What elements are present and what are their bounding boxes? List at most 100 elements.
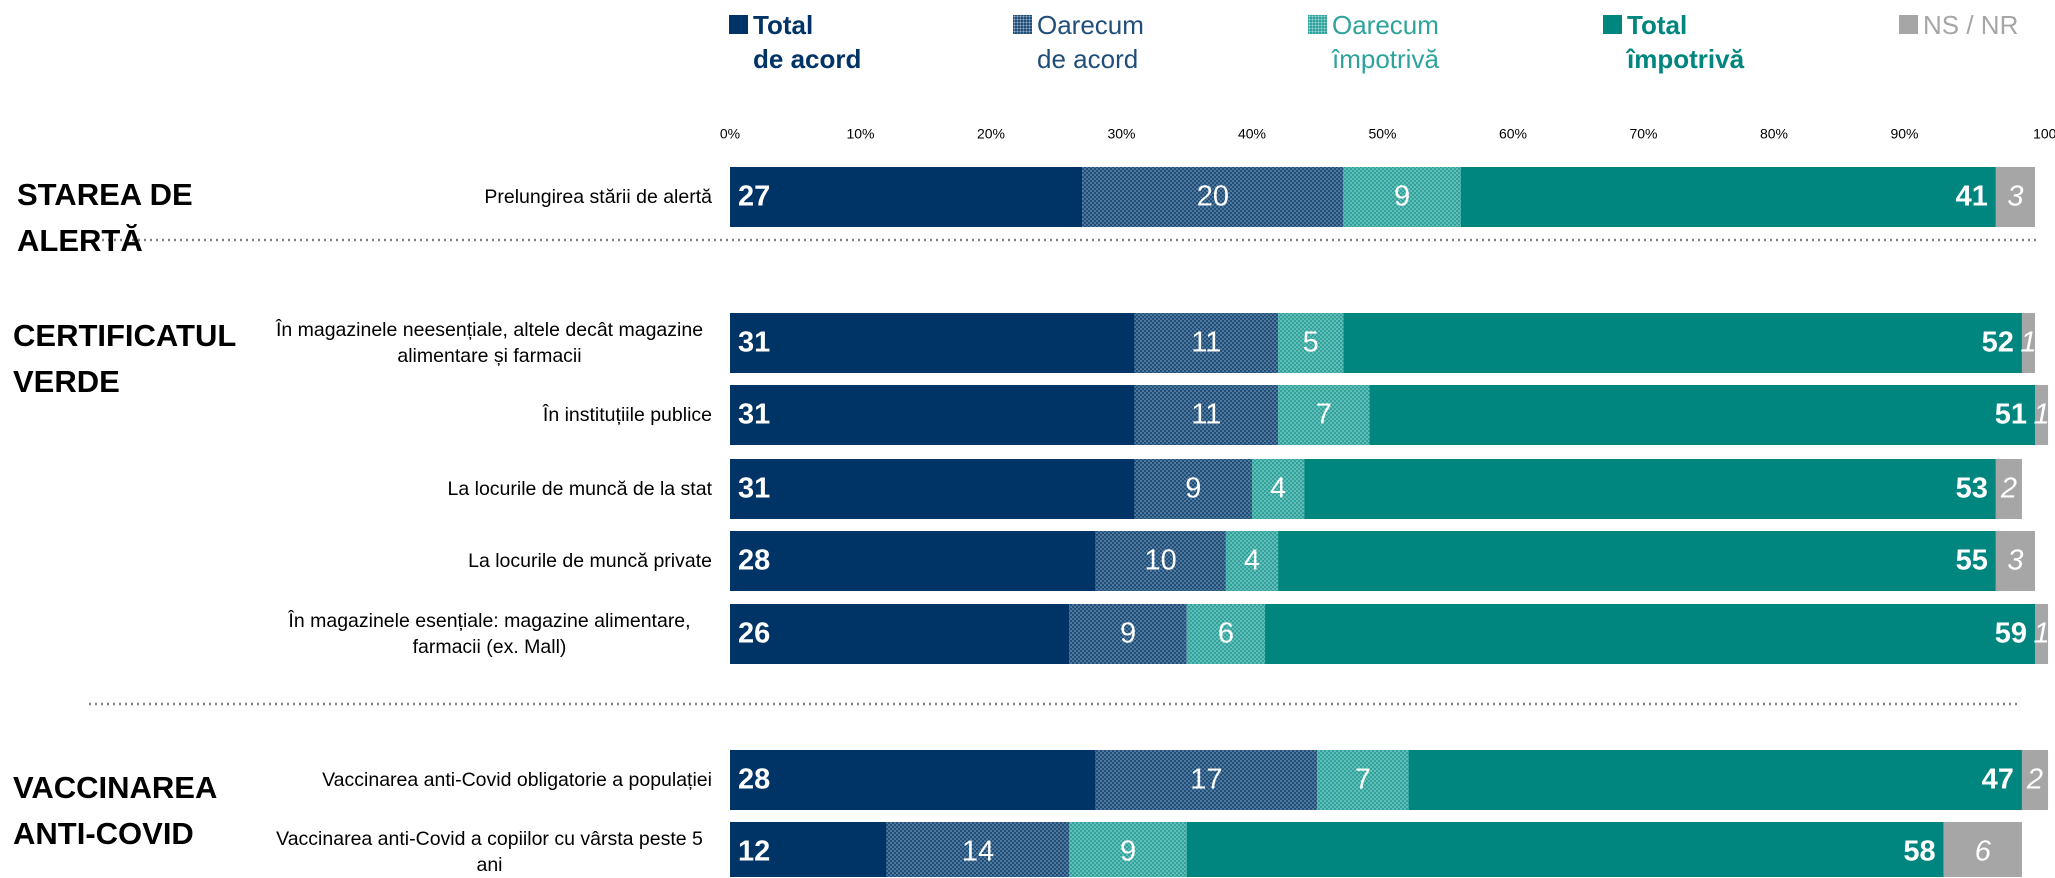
bar-segment — [1343, 167, 1461, 227]
data-label: 31 — [738, 327, 770, 359]
data-label: 11 — [1191, 327, 1221, 359]
legend-swatch — [1308, 15, 1327, 34]
legend-swatch — [729, 15, 748, 34]
data-label: 51 — [1995, 399, 2027, 431]
category-label: Vaccinarea anti-Covid a copiilor cu vârs… — [276, 828, 703, 876]
x-tick-label: 70% — [1629, 126, 1657, 142]
bar-segment — [1460, 167, 1996, 227]
bar-segment — [730, 313, 1135, 373]
x-tick-label: 100% — [2033, 126, 2055, 142]
legend-item: NS / NR — [1899, 8, 2018, 42]
group-label: STAREA DE ALERTĂ — [17, 177, 193, 258]
bar-segment — [2035, 385, 2049, 445]
data-label: 2 — [2026, 764, 2043, 796]
bar-segment — [1278, 531, 1996, 591]
legend-item: Total împotrivă — [1603, 8, 1745, 76]
category-label: La locurile de muncă de la stat — [447, 478, 713, 500]
legend-item: Oarecum împotrivă — [1308, 8, 1439, 76]
data-label: 6 — [1975, 836, 1992, 868]
bar-segment — [1186, 604, 1266, 664]
bar-segment — [730, 531, 1096, 591]
bar-segment — [1082, 167, 1344, 227]
bar-segment — [1134, 313, 1279, 373]
legend-label: Oarecum de acord — [1037, 10, 1144, 74]
legend-label: Oarecum împotrivă — [1332, 10, 1439, 74]
category-label: Prelungirea stării de alertă — [484, 186, 712, 208]
bar-segment — [1943, 822, 2022, 877]
bar-segment — [1069, 604, 1187, 664]
data-label: 6 — [1218, 618, 1234, 650]
data-label: 9 — [1394, 181, 1410, 213]
bar-segment — [1186, 822, 1944, 877]
data-label: 41 — [1956, 181, 1988, 213]
bar-segment — [2021, 750, 2049, 810]
data-label: 9 — [1120, 618, 1136, 650]
data-label: 3 — [2007, 545, 2023, 577]
bar-segment — [1995, 531, 2035, 591]
bar-segment — [1095, 750, 1318, 810]
category-label: Vaccinarea anti-Covid obligatorie a popu… — [322, 769, 712, 791]
bar-segment — [1369, 385, 2035, 445]
bar-segment — [730, 822, 887, 877]
x-tick-label: 30% — [1107, 126, 1135, 142]
data-label: 26 — [738, 618, 770, 650]
category-label: La locurile de muncă private — [468, 550, 712, 572]
data-label: 11 — [1191, 399, 1221, 431]
data-label: 2 — [2000, 473, 2017, 505]
bar-segment — [2035, 604, 2049, 664]
data-label: 1 — [2020, 327, 2036, 359]
data-label: 31 — [738, 399, 770, 431]
data-label: 9 — [1120, 836, 1136, 868]
data-label: 14 — [962, 836, 994, 868]
x-tick-label: 80% — [1760, 126, 1788, 142]
category-label: În magazinele neesențiale, altele decât … — [275, 319, 704, 367]
bar-segment — [730, 167, 1083, 227]
legend-swatch — [1899, 15, 1918, 34]
legend-label: Total de acord — [753, 10, 862, 74]
bar-segment — [730, 750, 1096, 810]
x-tick-label: 0% — [720, 126, 740, 142]
legend-item: Total de acord — [729, 8, 862, 76]
legend-label: Total împotrivă — [1627, 10, 1745, 74]
x-tick-label: 60% — [1499, 126, 1527, 142]
bar-segment — [730, 385, 1135, 445]
bar-segment — [1252, 459, 1305, 519]
legend-swatch — [1603, 15, 1622, 34]
bar-segment — [1134, 385, 1279, 445]
data-label: 7 — [1355, 764, 1371, 796]
data-label: 1 — [2033, 399, 2049, 431]
data-label: 20 — [1197, 181, 1229, 213]
data-label: 4 — [1244, 545, 1260, 577]
data-label: 31 — [738, 473, 770, 505]
legend-swatch — [1013, 15, 1032, 34]
data-label: 5 — [1303, 327, 1319, 359]
data-label: 10 — [1145, 545, 1177, 577]
data-label: 9 — [1185, 473, 1201, 505]
x-tick-label: 50% — [1368, 126, 1396, 142]
category-label: În magazinele esențiale: magazine alimen… — [288, 610, 691, 658]
data-label: 59 — [1995, 618, 2027, 650]
bar-segment — [2021, 313, 2035, 373]
x-tick-label: 40% — [1238, 126, 1266, 142]
bar-segment — [730, 604, 1070, 664]
bar-segment — [1343, 313, 2022, 373]
bar-segment — [1408, 750, 2022, 810]
group-label: VACCINAREA ANTI-COVID — [13, 770, 217, 851]
bar-segment — [1095, 531, 1226, 591]
bar-segment — [886, 822, 1070, 877]
data-label: 58 — [1903, 836, 1935, 868]
data-label: 7 — [1316, 399, 1332, 431]
category-label: În instituțiile publice — [542, 404, 712, 426]
bar-segment — [1134, 459, 1252, 519]
bar-segment — [1304, 459, 1996, 519]
data-label: 53 — [1956, 473, 1988, 505]
bar-segment — [1995, 167, 2035, 227]
x-tick-label: 10% — [846, 126, 874, 142]
x-tick-label: 20% — [977, 126, 1005, 142]
x-tick-label: 90% — [1890, 126, 1918, 142]
bar-segment — [730, 459, 1135, 519]
data-label: 17 — [1190, 764, 1222, 796]
data-label: 12 — [738, 836, 770, 868]
